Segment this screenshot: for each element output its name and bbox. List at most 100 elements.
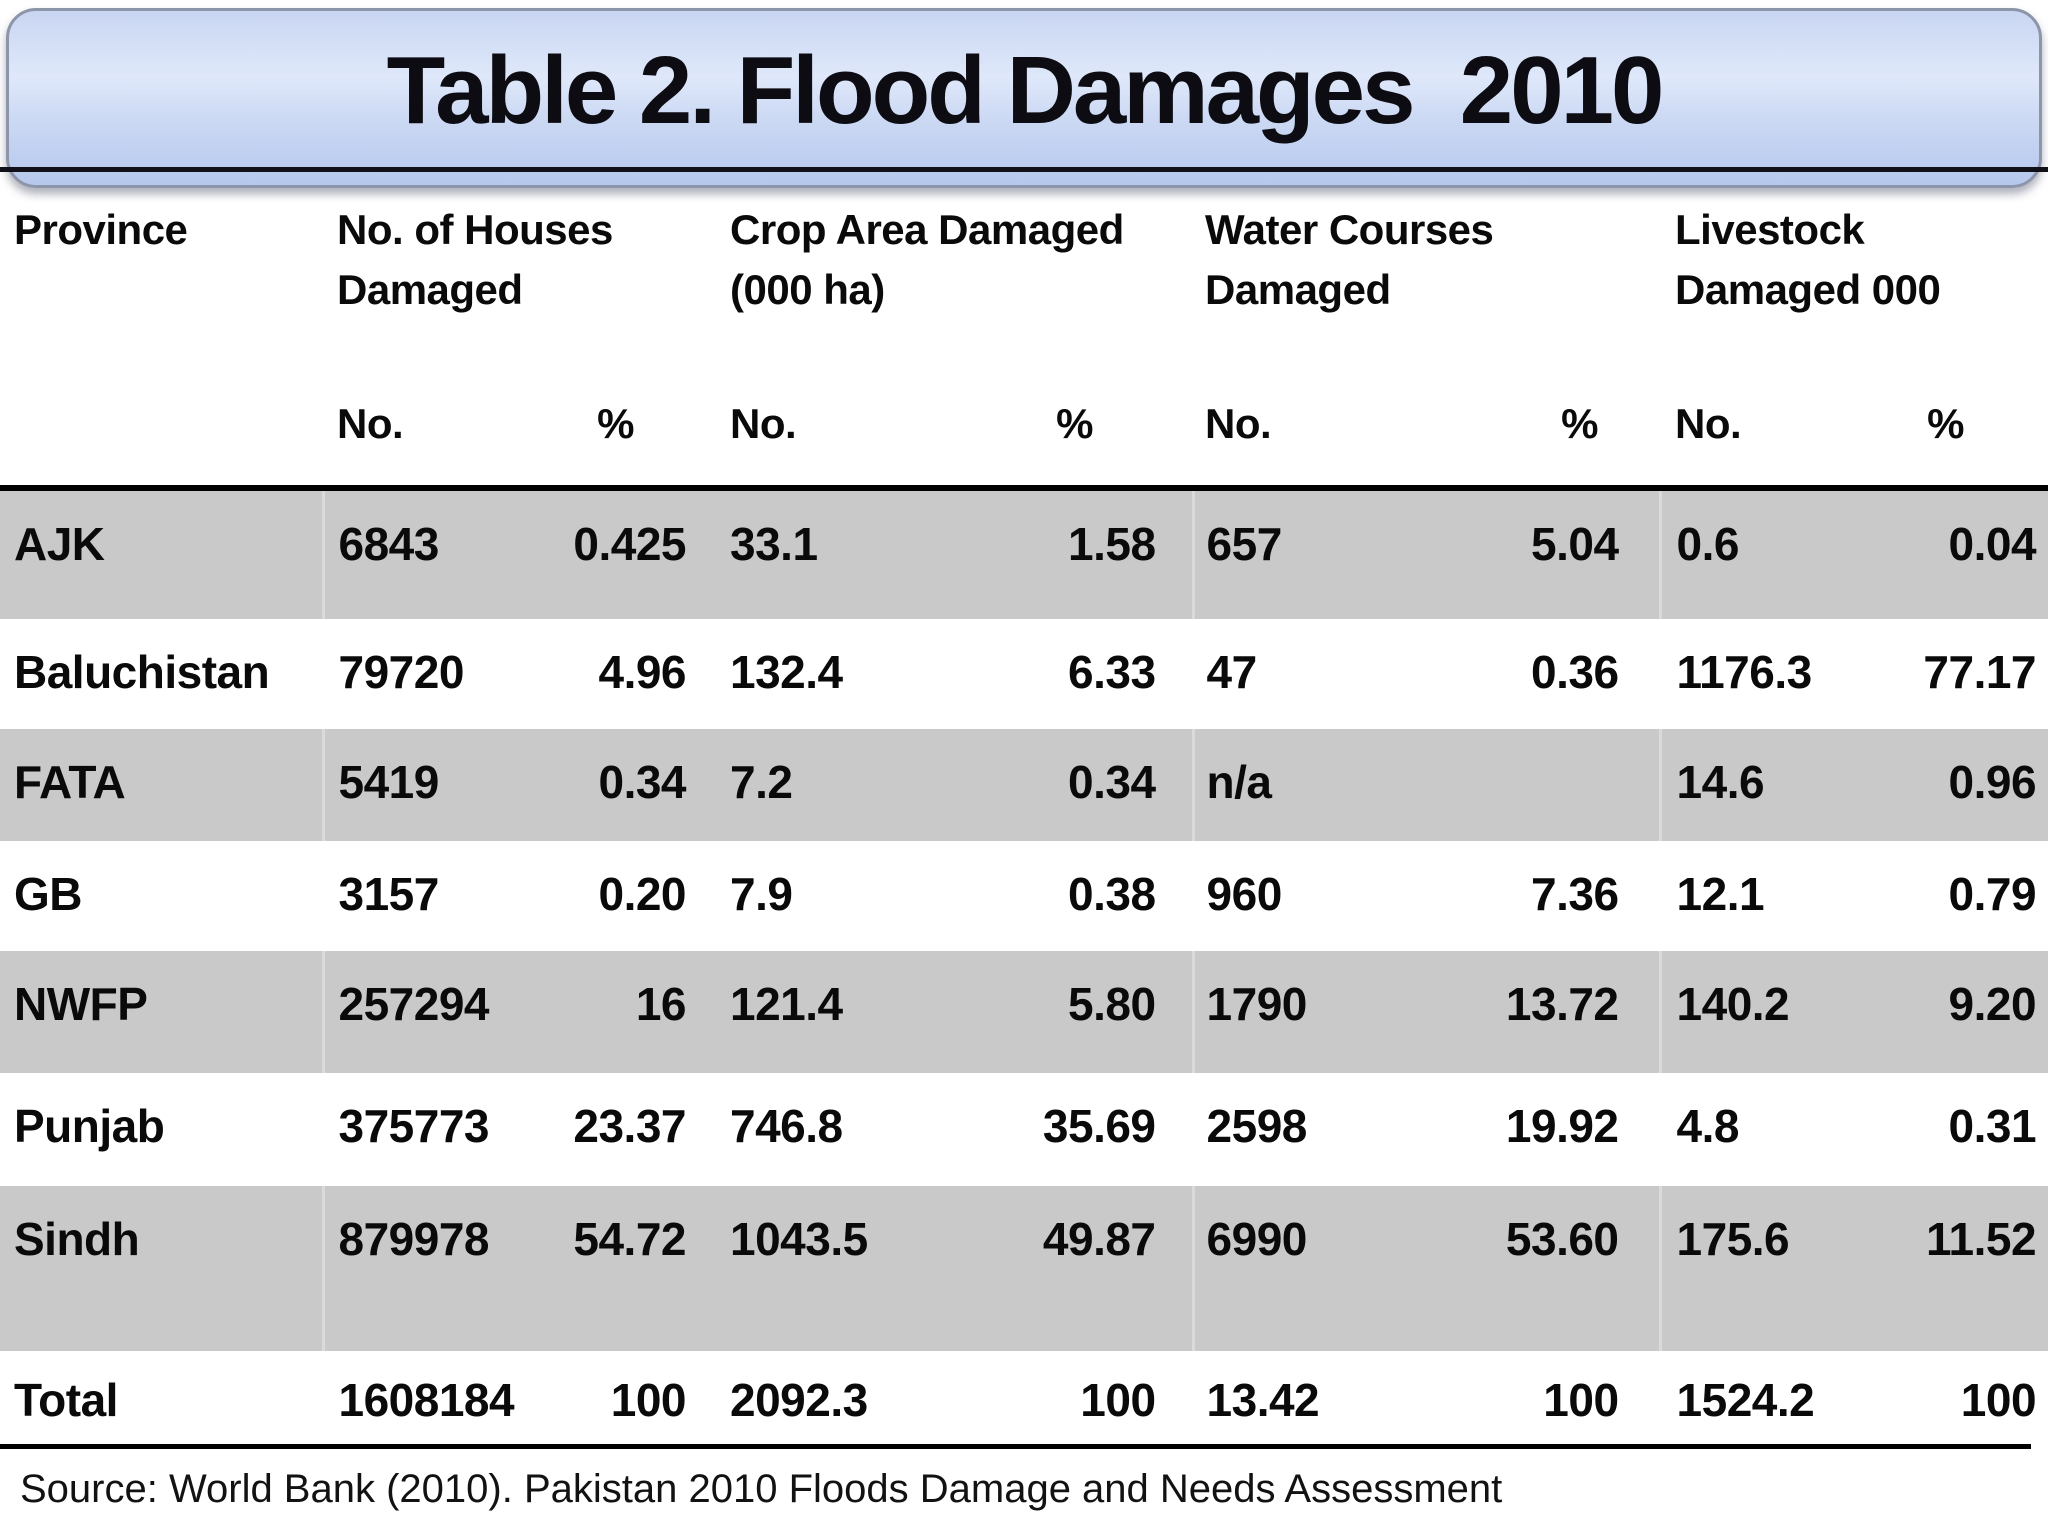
subheader-blank [0,400,323,491]
cell-province: Total [14,1374,118,1426]
col-header-water-line1: Water Courses [1205,206,1494,253]
cell-water-no: 960 [1206,868,1283,920]
cell-livestock-pct: 0.79 [1948,868,2037,920]
col-header-province: Province [14,206,188,253]
flood-damages-table: Province No. of Houses Damaged Crop Area… [0,188,2048,1444]
cell-province: FATA [14,756,126,808]
cell-water-no: 657 [1191,488,1421,619]
subheader-water-pct: % [1420,400,1661,491]
cell-crop-pct: 0.34 [1068,756,1156,808]
cell-province: NWFP [14,978,148,1030]
subheader-crop-pct: % [940,400,1194,491]
cell-houses-no: 879978 [321,1186,520,1351]
subheader-crop-no: No. [706,400,941,491]
subheader-houses-pct: % [520,400,707,491]
col-header-houses-line1: No. of Houses [337,206,613,253]
cell-water-no: 1790 [1191,951,1421,1073]
col-header-livestock-line2: Damaged 000 [1675,266,1941,313]
cell-livestock-pct: 0.31 [1948,1100,2037,1152]
cell-water-no: 6990 [1191,1186,1421,1351]
cell-crop-no: 2092.3 [730,1374,868,1426]
cell-water-pct: 5.04 [1531,518,1619,570]
cell-province: AJK [14,518,105,570]
cell-water-pct: 100 [1543,1374,1619,1426]
cell-province: GB [14,868,83,920]
cell-crop-pct: 5.80 [1068,978,1156,1030]
cell-crop-pct: 1.58 [1068,518,1156,570]
table-row-total: Total 1608184 100 2092.3 100 13.42 100 1… [0,1351,2048,1444]
cell-livestock-no: 1176.3 [1676,646,1813,698]
cell-crop-no: 7.2 [730,756,793,808]
table-row-punjab: Punjab 375773 23.37 746.8 35.69 2598 19.… [0,1073,2048,1186]
cell-houses-no: 5419 [321,729,520,841]
subheader-livestock-pct: % [1850,400,2048,491]
table-row-baluchistan: Baluchistan 79720 4.96 132.4 6.33 47 0.3… [0,619,2048,729]
cell-houses-no: 257294 [321,951,520,1073]
cell-water-pct: 7.36 [1531,868,1619,920]
sub-header-row: No. % No. % No. % No. % [0,400,2048,491]
cell-livestock-pct: 9.20 [1948,978,2037,1030]
cell-houses-no: 375773 [338,1100,490,1152]
cell-houses-no: 3157 [338,868,440,920]
cell-houses-pct: 0.34 [598,756,687,808]
cell-crop-no: 121.4 [730,978,843,1030]
source-note: Source: World Bank (2010). Pakistan 2010… [0,1444,2031,1512]
cell-crop-no: 7.9 [730,868,793,920]
cell-crop-no: 132.4 [730,646,843,698]
cell-livestock-no: 14.6 [1658,729,1851,841]
cell-livestock-pct: 0.96 [1948,756,2037,808]
cell-water-pct [1420,729,1660,841]
cell-houses-pct: 0.20 [598,868,687,920]
table-row-ajk: AJK 6843 0.425 33.1 1.58 657 5.04 0.6 0.… [0,488,2048,619]
cell-livestock-no: 4.8 [1676,1100,1740,1152]
cell-water-no: 13.42 [1206,1374,1320,1426]
col-header-water: Water Courses Damaged [1193,188,1660,400]
cell-water-pct: 19.92 [1505,1100,1619,1152]
cell-crop-no: 1043.5 [730,1213,868,1265]
subheader-houses-no: No. [323,400,520,491]
cell-province: Sindh [14,1213,140,1265]
cell-houses-pct: 54.72 [573,1213,687,1265]
cell-livestock-no: 140.2 [1658,951,1851,1073]
cell-water-no: n/a [1191,729,1421,841]
cell-province: Baluchistan [14,646,270,698]
cell-water-no: 47 [1206,646,1258,698]
cell-crop-pct: 0.38 [1068,868,1156,920]
cell-livestock-pct: 100 [1960,1374,2037,1426]
cell-livestock-no: 175.6 [1658,1186,1851,1351]
cell-houses-pct: 100 [610,1374,687,1426]
cell-province: Punjab [14,1100,165,1152]
cell-livestock-no: 1524.2 [1676,1374,1815,1426]
cell-livestock-pct: 11.52 [1925,1213,2037,1265]
page-title: Table 2. Flood Damages 2010 [386,37,1665,144]
cell-crop-no: 33.1 [730,518,818,570]
cell-houses-no: 79720 [338,646,465,698]
cell-crop-pct: 49.87 [1042,1213,1156,1265]
cell-water-pct: 0.36 [1531,646,1619,698]
group-header-row: Province No. of Houses Damaged Crop Area… [0,188,2048,400]
col-header-livestock-line1: Livestock [1675,206,1865,253]
cell-water-pct: 13.72 [1505,978,1619,1030]
cell-crop-pct: 6.33 [1068,646,1156,698]
cell-crop-no: 746.8 [730,1100,843,1152]
cell-houses-pct: 23.37 [573,1100,687,1152]
cell-houses-no: 6843 [321,488,520,619]
table-row-gb: GB 3157 0.20 7.9 0.38 960 7.36 12.1 0.79 [0,841,2048,951]
cell-livestock-no: 12.1 [1676,868,1765,920]
title-underline-rule [0,167,2048,172]
col-header-livestock: Livestock Damaged 000 [1660,188,2048,400]
cell-water-no: 2598 [1206,1100,1308,1152]
cell-houses-pct: 4.96 [598,646,687,698]
cell-houses-pct: 16 [635,978,687,1030]
cell-houses-pct: 0.425 [573,518,687,570]
cell-crop-pct: 100 [1080,1374,1156,1426]
cell-crop-pct: 35.69 [1042,1100,1156,1152]
table-row-sindh: Sindh 879978 54.72 1043.5 49.87 6990 53.… [0,1186,2048,1351]
col-header-houses-line2: Damaged [337,266,523,313]
cell-livestock-no: 0.6 [1658,488,1851,619]
cell-houses-no: 1608184 [338,1374,515,1426]
col-header-crop-line1: Crop Area Damaged [730,206,1124,253]
subheader-livestock-no: No. [1660,400,1851,491]
col-header-crop: Crop Area Damaged (000 ha) [706,188,1193,400]
